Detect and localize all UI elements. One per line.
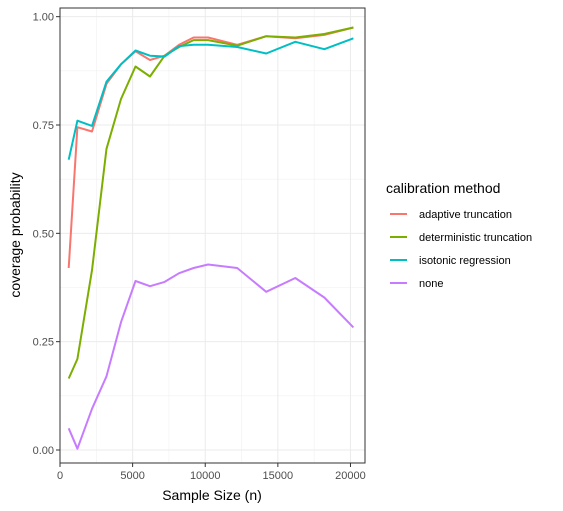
legend-items: adaptive truncation deterministic truncat… — [390, 209, 532, 290]
legend-title: calibration method — [386, 180, 500, 196]
legend-label: none — [419, 278, 443, 290]
panel-border — [59, 7, 366, 464]
y-tick-label: 0.50 — [33, 228, 54, 240]
grid-lines — [59, 8, 365, 463]
legend-item: none — [390, 278, 443, 290]
panel-background — [60, 8, 365, 463]
y-axis-title: coverage probability — [7, 172, 23, 297]
x-axis-title: Sample Size (n) — [162, 487, 262, 503]
x-tick-label: 5000 — [120, 470, 144, 482]
legend-label: adaptive truncation — [419, 209, 512, 221]
series-line-isotonic-regression — [67, 37, 354, 160]
legend-label: deterministic truncation — [419, 232, 532, 244]
legend-item: deterministic truncation — [390, 232, 532, 244]
y-tick-label: 1.00 — [33, 12, 54, 24]
x-axis: 0 5000 10000 15000 20000 — [57, 463, 366, 482]
x-tick-label: 0 — [57, 470, 63, 482]
legend-item: isotonic regression — [390, 255, 511, 267]
series-line-none — [67, 263, 355, 450]
y-tick-label: 0.25 — [33, 337, 54, 349]
legend-item: adaptive truncation — [390, 209, 512, 221]
x-tick-label: 15000 — [263, 470, 294, 482]
y-tick-label: 0.00 — [33, 445, 54, 457]
y-tick-label: 0.75 — [33, 120, 54, 132]
x-tick-label: 10000 — [190, 470, 221, 482]
legend: calibration method adaptive truncation de… — [386, 180, 532, 290]
legend-label: isotonic regression — [419, 255, 511, 267]
x-tick-label: 20000 — [335, 470, 366, 482]
series-lines — [67, 26, 355, 450]
y-axis: 0.00 0.25 0.50 0.75 1.00 — [33, 12, 60, 457]
